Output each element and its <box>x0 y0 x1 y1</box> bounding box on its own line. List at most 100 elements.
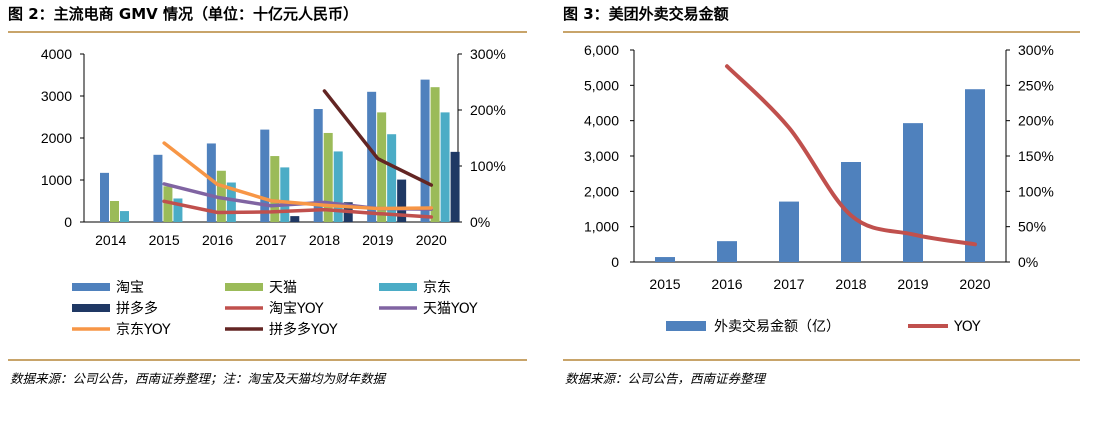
left-bar-天猫 <box>430 87 440 223</box>
left-bar-京东 <box>120 211 129 222</box>
left-chart-title: 图 2：主流电商 GMV 情况（单位：十亿元人民币） <box>8 5 358 23</box>
left-bar-天猫 <box>270 156 280 222</box>
right-y-tick-label: 5,000 <box>584 77 619 93</box>
left-bar-天猫 <box>323 132 333 222</box>
right-y-tick-label: 6,000 <box>584 42 619 58</box>
right-chart: 0 1,000 2,000 3,000 4,000 5,000 6,000 0% 50% 100%… <box>584 42 1054 335</box>
legend-label: 拼多多YOY <box>269 321 338 338</box>
right-y2-tick-label: 100% <box>1018 183 1054 199</box>
left-legend-item: 拼多多 <box>72 300 158 317</box>
legend-label: 淘宝YOY <box>269 301 324 317</box>
left-source-rule <box>8 359 527 361</box>
legend-swatch <box>225 283 263 291</box>
left-legend-item: 京东 <box>379 280 451 296</box>
right-bar-外卖交易金额（亿） <box>655 257 675 262</box>
right-y-tick-label: 0 <box>611 254 619 270</box>
legend-label: YOY <box>953 319 981 335</box>
left-line-京东YOY <box>162 141 434 211</box>
legend-label: 淘宝 <box>116 280 144 296</box>
right-line-YOY <box>725 64 977 247</box>
left-line-拼多多YOY <box>322 89 434 187</box>
legend-swatch <box>666 321 706 331</box>
right-x-tick-label: 2015 <box>649 276 680 292</box>
left-bar-拼多多 <box>450 151 460 222</box>
left-y-tick-label: 1000 <box>41 172 72 188</box>
right-y-tick-label: 1,000 <box>584 219 619 235</box>
left-x-tick-label: 2017 <box>255 232 286 248</box>
left-bar-天猫 <box>110 201 119 222</box>
right-y2-tick-label: 150% <box>1018 148 1054 164</box>
left-bar-拼多多 <box>397 179 407 222</box>
right-y-tick-label: 2,000 <box>584 183 619 199</box>
left-title-rule <box>8 31 527 33</box>
left-x-tick-label: 2018 <box>309 232 340 248</box>
right-x-tick-label: 2019 <box>897 276 928 292</box>
left-y-tick-label: 3000 <box>41 88 72 104</box>
left-bar-淘宝 <box>100 172 109 222</box>
legend-swatch <box>379 283 417 291</box>
right-legend-item: 外卖交易金额（亿） <box>666 318 840 335</box>
left-bar-淘宝 <box>260 129 270 222</box>
legend-swatch <box>72 304 110 312</box>
legend-label: 拼多多 <box>116 300 158 317</box>
legend-label: 外卖交易金额（亿） <box>714 318 840 335</box>
right-y2-tick-label: 200% <box>1018 113 1054 129</box>
left-bar-京东 <box>226 182 236 222</box>
left-y-tick-label: 4000 <box>41 46 72 62</box>
left-bar-京东 <box>280 167 290 222</box>
left-y2-tick-label: 0% <box>470 214 490 230</box>
right-y2-tick-label: 250% <box>1018 77 1054 93</box>
right-legend-item: YOY <box>908 319 981 335</box>
left-x-tick-label: 2014 <box>95 232 126 248</box>
right-x-tick-label: 2020 <box>959 276 990 292</box>
right-y2-tick-label: 0% <box>1018 254 1038 270</box>
right-bar-外卖交易金额（亿） <box>717 241 737 262</box>
left-bar-淘宝 <box>153 154 163 222</box>
left-chart: 0 1000 2000 3000 4000 0% 100% 200% 300% 2014 2015 2… <box>41 46 506 338</box>
right-y2-tick-label: 50% <box>1018 219 1046 235</box>
left-legend-item: 京东YOY <box>72 322 171 338</box>
left-legend-item: 淘宝 <box>72 280 144 296</box>
left-bar-淘宝 <box>367 91 377 222</box>
left-y-tick-label: 0 <box>64 214 72 230</box>
right-source-rule <box>563 359 1080 361</box>
left-x-tick-label: 2015 <box>149 232 180 248</box>
left-legend-item: 天猫 <box>225 280 297 296</box>
right-x-tick-label: 2017 <box>773 276 804 292</box>
left-x-tick-label: 2020 <box>416 232 447 248</box>
left-legend-item: 拼多多YOY <box>225 321 338 338</box>
right-y-tick-label: 3,000 <box>584 148 619 164</box>
right-y2-tick-label: 300% <box>1018 42 1054 58</box>
left-bar-淘宝 <box>313 109 323 222</box>
left-bar-京东 <box>387 134 397 222</box>
right-x-tick-label: 2016 <box>711 276 742 292</box>
right-chart-title: 图 3：美团外卖交易金额 <box>563 5 729 23</box>
right-x-tick-label: 2018 <box>835 276 866 292</box>
right-title-rule <box>563 31 1080 33</box>
left-bar-淘宝 <box>420 79 430 222</box>
left-y-tick-label: 2000 <box>41 130 72 146</box>
legend-label: 京东 <box>423 280 451 296</box>
left-source-note: 数据来源：公司公告，西南证券整理；注：淘宝及天猫均为财年数据 <box>10 371 386 386</box>
left-bar-天猫 <box>163 186 173 222</box>
left-bar-京东 <box>333 151 343 222</box>
right-y-tick-label: 4,000 <box>584 113 619 129</box>
left-bar-京东 <box>440 112 450 222</box>
legend-label: 天猫 <box>269 280 297 296</box>
legend-swatch <box>72 283 110 291</box>
legend-label: 京东YOY <box>116 322 171 338</box>
right-bar-外卖交易金额（亿） <box>965 89 985 262</box>
legend-label: 天猫YOY <box>423 301 478 317</box>
left-x-tick-label: 2019 <box>362 232 393 248</box>
right-bar-外卖交易金额（亿） <box>779 201 799 262</box>
left-bar-天猫 <box>377 112 387 222</box>
left-bar-拼多多 <box>290 216 300 222</box>
left-bar-京东 <box>173 198 183 222</box>
left-legend-item: 淘宝YOY <box>225 301 324 317</box>
right-bar-外卖交易金额（亿） <box>903 123 923 262</box>
left-line-淘宝YOY <box>162 199 434 219</box>
left-y2-tick-label: 300% <box>470 46 506 62</box>
right-bar-外卖交易金额（亿） <box>841 162 861 262</box>
left-bar-淘宝 <box>206 143 216 222</box>
left-legend-item: 天猫YOY <box>379 301 478 317</box>
